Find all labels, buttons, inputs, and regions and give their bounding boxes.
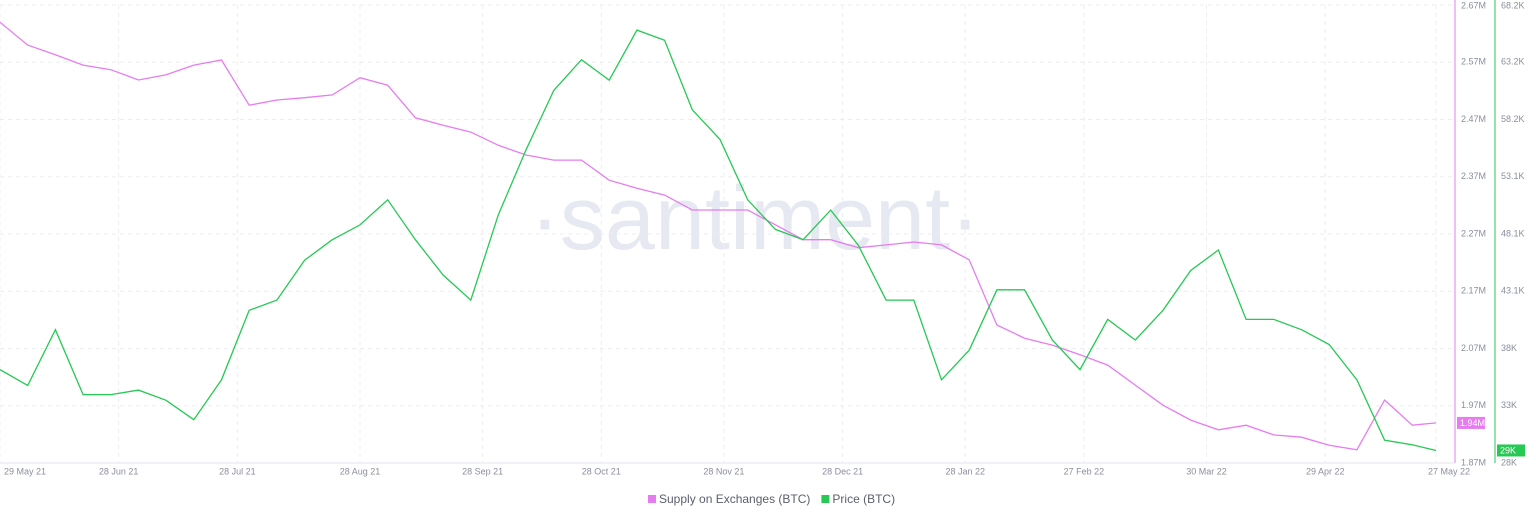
x-tick-label: 28 Oct 21 — [582, 466, 621, 476]
legend-label: Price (BTC) — [832, 492, 895, 506]
current-value-label: 1.94M — [1460, 418, 1485, 428]
x-tick-label: 28 Sep 21 — [462, 466, 503, 476]
y2-tick-label: 33K — [1501, 400, 1517, 410]
series-line — [0, 29, 1437, 452]
x-tick-label: 27 Feb 22 — [1064, 466, 1105, 476]
legend-swatch — [821, 495, 830, 503]
y2-tick-label: 28K — [1501, 457, 1517, 467]
y-tick-label: 2.27M — [1461, 228, 1486, 238]
legend-label: Supply on Exchanges (BTC) — [659, 492, 810, 506]
series-line — [0, 21, 1437, 451]
y-tick-label: 1.87M — [1461, 457, 1486, 467]
y2-tick-label: 48.1K — [1501, 228, 1525, 238]
x-tick-label: 29 Apr 22 — [1306, 466, 1345, 476]
y-tick-label: 1.97M — [1461, 400, 1486, 410]
y-tick-label: 2.47M — [1461, 114, 1486, 124]
y-tick-label: 2.57M — [1461, 57, 1486, 67]
y2-tick-label: 43.1K — [1501, 286, 1525, 296]
y2-tick-label: 58.2K — [1501, 114, 1525, 124]
y-tick-label: 2.07M — [1461, 343, 1486, 353]
current-value-badge — [1457, 416, 1485, 429]
y2-tick-label: 63.2K — [1501, 57, 1525, 67]
x-tick-label: 28 Aug 21 — [340, 466, 381, 476]
y2-tick-label: 68.2K — [1501, 0, 1525, 10]
x-tick-label: 27 May 22 — [1428, 466, 1470, 476]
x-tick-label: 28 Jul 21 — [219, 466, 256, 476]
current-value-label: 29K — [1500, 445, 1516, 455]
watermark: ·santiment· — [530, 169, 980, 269]
x-tick-label: 29 May 21 — [4, 466, 46, 476]
legend: Supply on Exchanges (BTC) Price (BTC) — [648, 492, 895, 506]
x-tick-label: 28 Dec 21 — [822, 466, 863, 476]
y-tick-label: 2.67M — [1461, 0, 1486, 10]
legend-swatch — [648, 495, 656, 503]
x-tick-label: 28 Jan 22 — [945, 466, 985, 476]
x-tick-label: 28 Jun 21 — [99, 466, 139, 476]
y-tick-label: 2.17M — [1461, 286, 1486, 296]
y-tick-label: 2.37M — [1461, 171, 1486, 181]
x-tick-label: 30 Mar 22 — [1186, 466, 1227, 476]
y2-tick-label: 53.1K — [1501, 171, 1525, 181]
x-tick-label: 28 Nov 21 — [703, 466, 744, 476]
y2-tick-label: 38K — [1501, 343, 1517, 353]
current-value-badge — [1497, 444, 1525, 457]
